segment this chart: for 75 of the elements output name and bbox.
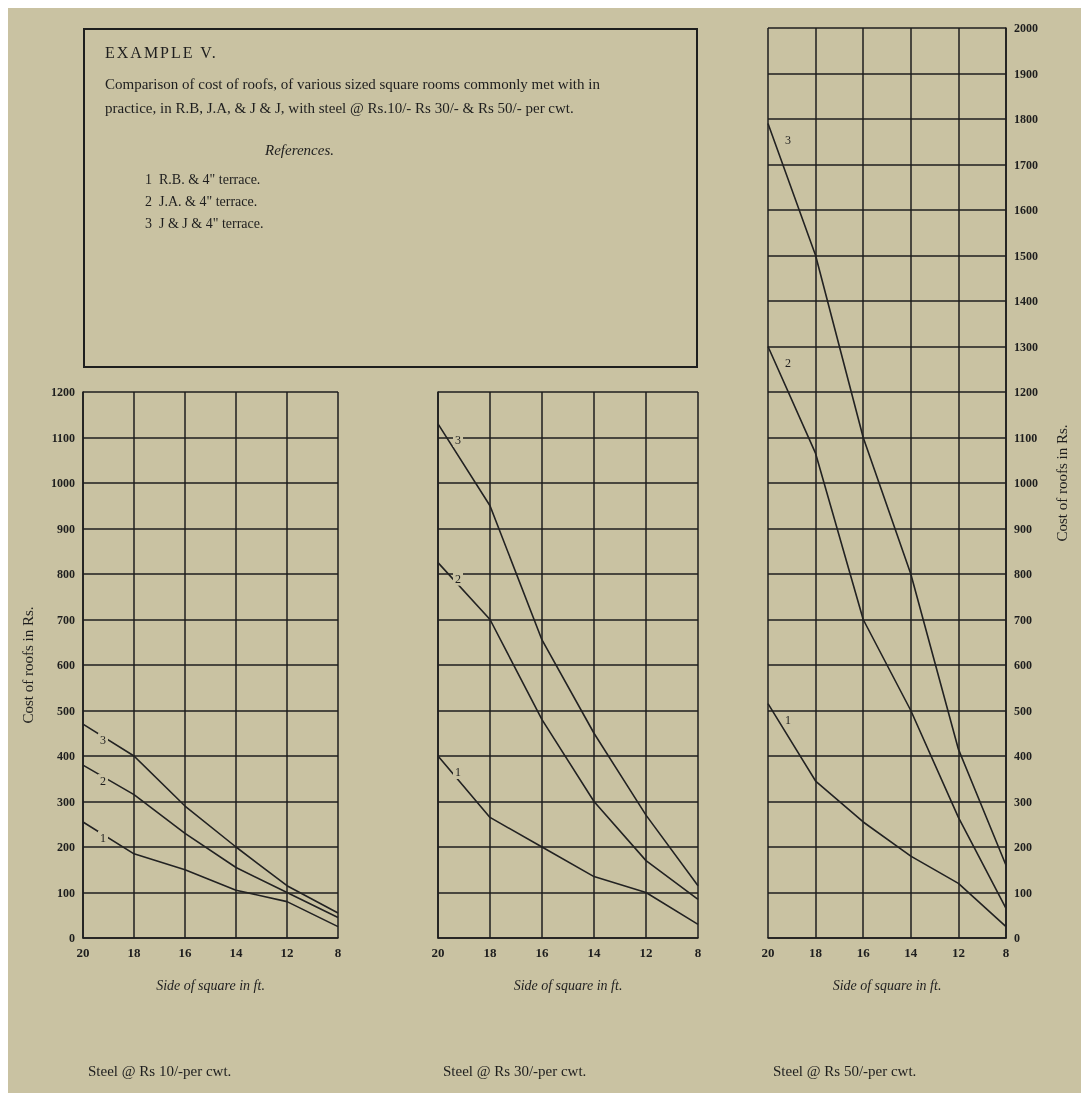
y-tick-label: 100 [1014, 885, 1032, 900]
series-label: 3 [785, 132, 791, 147]
x-tick-label: 8 [1002, 945, 1010, 960]
text: 1 R.B. & 4" terrace. [145, 171, 262, 189]
x-tick-label: 12 [951, 945, 965, 960]
y-tick-label: 1400 [1014, 294, 1038, 308]
y-tick-label: 800 [57, 567, 75, 581]
y-axis-title: Cost of roofs in Rs. [19, 606, 36, 724]
y-tick-label: 1300 [1014, 339, 1038, 354]
y-tick-label: 300 [1014, 794, 1032, 809]
series-label: 2 [100, 774, 106, 789]
x-tick-label: 12 [639, 945, 653, 960]
text: 2 J.A. & 4" terrace. [145, 193, 259, 211]
series-label: 2 [455, 571, 461, 586]
text: 3 J & J & 4" terrace. [145, 215, 265, 233]
y-tick-label: 1200 [1014, 385, 1038, 399]
legend-title: References. [265, 142, 335, 159]
x-tick-label: 16 [178, 945, 192, 960]
x-tick-label: 8 [694, 945, 702, 960]
x-axis-title: Side of square in ft. [832, 977, 942, 993]
x-tick-label: 12 [280, 945, 294, 960]
y-axis-title: Cost of roofs in Rs. [1053, 424, 1070, 542]
text: Steel @ Rs 50/-per cwt. [773, 1062, 917, 1079]
y-tick-label: 1700 [1014, 157, 1038, 172]
y-tick-label: 2000 [1014, 21, 1038, 35]
y-tick-label: 900 [57, 521, 75, 536]
y-tick-label: 900 [1014, 521, 1032, 536]
y-tick-label: 200 [1014, 840, 1032, 854]
y-tick-label: 400 [1014, 749, 1032, 763]
text: Steel @ Rs 30/-per cwt. [443, 1062, 587, 1079]
x-tick-label: 18 [809, 945, 823, 960]
y-tick-label: 200 [57, 840, 75, 854]
x-tick-label: 18 [127, 945, 141, 960]
x-tick-label: 20 [76, 945, 90, 960]
text: Comparison of cost of roofs, of various sized square rooms commonly met with in practice, in R.B, J.A, & J & J, with steel @ Rs.10/- Rs 30/- & Rs 50/- per cwt. [105, 75, 601, 118]
y-tick-label: 700 [57, 612, 75, 627]
y-tick-label: 100 [57, 885, 75, 900]
y-tick-label: 1800 [1014, 112, 1038, 126]
y-tick-label: 1000 [1014, 476, 1038, 490]
text: EXAMPLE V. [105, 44, 219, 62]
y-tick-label: 0 [69, 931, 75, 945]
x-axis-title: Side of square in ft. [156, 977, 265, 993]
y-tick-label: 1100 [51, 430, 75, 445]
y-tick-label: 500 [57, 703, 75, 718]
y-tick-label: 1000 [51, 476, 75, 490]
series-label: 3 [455, 432, 461, 447]
x-tick-label: 16 [535, 945, 549, 960]
y-tick-label: 600 [1014, 658, 1032, 672]
y-tick-label: 400 [57, 749, 75, 763]
text: Steel @ Rs 10/-per cwt. [88, 1062, 232, 1079]
x-tick-label: 16 [856, 945, 871, 960]
y-tick-label: 800 [1014, 567, 1032, 581]
y-tick-label: 300 [57, 794, 75, 809]
y-tick-label: 1200 [51, 385, 75, 399]
series-label: 2 [785, 355, 791, 370]
y-tick-label: 1900 [1014, 66, 1038, 81]
x-tick-label: 14 [587, 945, 601, 960]
x-tick-label: 14 [904, 945, 918, 960]
x-tick-label: 20 [431, 945, 445, 960]
y-tick-label: 700 [1014, 612, 1032, 627]
y-tick-label: 1100 [1014, 430, 1038, 445]
series-label: 1 [785, 712, 791, 727]
series-label: 3 [100, 733, 106, 748]
y-tick-label: 1500 [1014, 248, 1038, 263]
x-tick-label: 18 [483, 945, 497, 960]
x-tick-label: 14 [229, 945, 243, 960]
series-label: 1 [100, 830, 106, 845]
y-tick-label: 500 [1014, 703, 1032, 718]
y-tick-label: 600 [57, 658, 75, 672]
y-tick-label: 1600 [1014, 203, 1038, 217]
x-tick-label: 8 [334, 945, 342, 960]
x-tick-label: 20 [761, 945, 775, 960]
x-axis-title: Side of square in ft. [513, 977, 623, 993]
series-label: 1 [455, 765, 461, 779]
y-tick-label: 0 [1014, 931, 1020, 945]
